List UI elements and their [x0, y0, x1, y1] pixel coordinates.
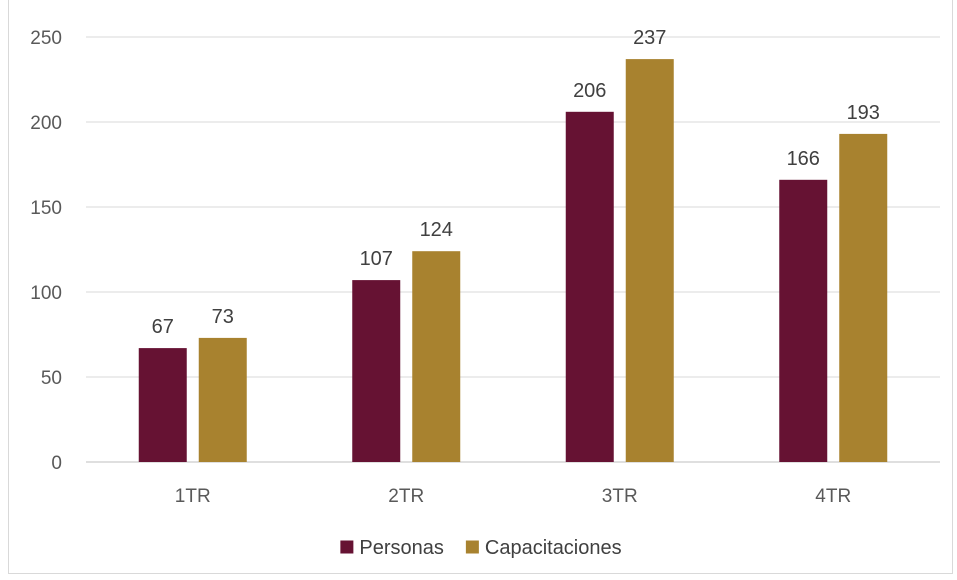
x-tick-label: 3TR — [602, 486, 638, 507]
bar-personas-1tr — [138, 348, 187, 462]
data-label: 166 — [787, 148, 820, 170]
data-label: 206 — [573, 80, 606, 102]
legend-swatch-personas — [340, 540, 354, 554]
y-tick-label: 200 — [30, 113, 62, 134]
legend-label-personas: Personas — [359, 537, 444, 559]
data-label: 124 — [420, 219, 453, 241]
y-tick-label: 250 — [30, 28, 62, 49]
x-tick-label: 1TR — [175, 486, 211, 507]
x-tick-label: 2TR — [388, 486, 424, 507]
data-label: 193 — [847, 102, 880, 124]
bar-capacitaciones-1tr — [198, 337, 247, 462]
bar-capacitaciones-3tr — [625, 59, 674, 462]
bar-capacitaciones-2tr — [412, 251, 461, 462]
bars — [138, 59, 888, 463]
bar-personas-3tr — [565, 111, 614, 463]
legend-label-capacitaciones: Capacitaciones — [485, 537, 622, 559]
y-tick-label: 100 — [30, 283, 62, 304]
y-tick-label: 150 — [30, 198, 62, 219]
x-axis-ticks: 1TR 2TR 3TR 4TR — [175, 486, 851, 507]
data-label: 237 — [633, 27, 666, 49]
legend-swatch-capacitaciones — [465, 540, 479, 554]
x-tick-label: 4TR — [815, 486, 851, 507]
data-label: 67 — [152, 316, 174, 338]
bar-personas-4tr — [779, 179, 828, 463]
bar-capacitaciones-4tr — [839, 133, 888, 462]
bar-personas-2tr — [352, 280, 401, 462]
data-label: 73 — [212, 306, 234, 328]
y-tick-label: 0 — [51, 453, 62, 474]
legend: Personas Capacitaciones — [340, 537, 622, 559]
data-labels: 67 73 107 124 206 237 166 193 — [152, 27, 880, 338]
y-tick-label: 50 — [41, 368, 62, 389]
data-label: 107 — [360, 248, 393, 270]
y-axis-ticks: 0 50 100 150 200 250 — [30, 28, 62, 474]
